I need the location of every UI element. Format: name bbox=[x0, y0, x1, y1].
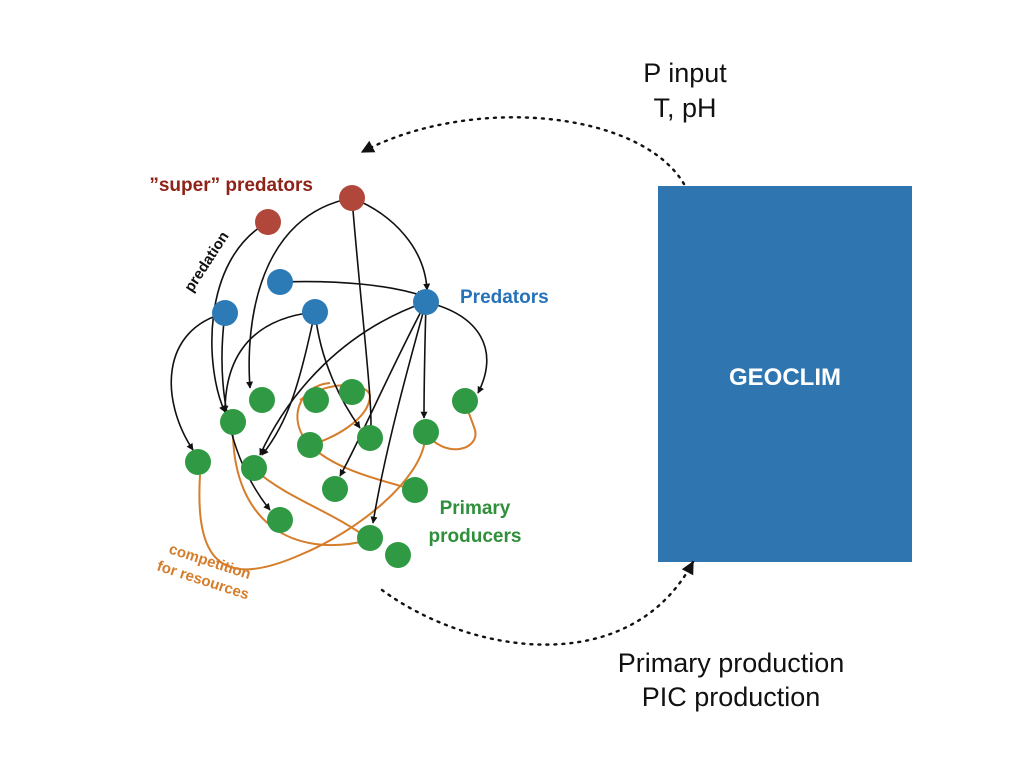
predator-node bbox=[413, 289, 439, 315]
predation-arrow bbox=[279, 280, 424, 298]
predation-arrow bbox=[314, 311, 361, 429]
predation-arrow bbox=[339, 301, 427, 477]
predator-node bbox=[267, 269, 293, 295]
output-label-line2: PIC production bbox=[642, 682, 821, 712]
input-label-line1: P input bbox=[643, 58, 727, 88]
producer-node bbox=[452, 388, 478, 414]
super-predator-node bbox=[339, 185, 365, 211]
predation-arrow bbox=[420, 301, 428, 419]
predation-arrow bbox=[246, 197, 353, 389]
competition-curve bbox=[198, 439, 426, 571]
producer-node bbox=[402, 477, 428, 503]
output-dotted-arrow bbox=[380, 560, 695, 646]
competition-curve bbox=[254, 469, 371, 541]
predation-arrow bbox=[425, 301, 488, 394]
producer-node bbox=[303, 387, 329, 413]
producer-node bbox=[413, 419, 439, 445]
predation-arrow bbox=[259, 301, 427, 456]
geoclim-box bbox=[658, 186, 912, 562]
producer-node bbox=[385, 542, 411, 568]
predator-node bbox=[302, 299, 328, 325]
output-label-line1: Primary production bbox=[618, 648, 845, 678]
predation-arrow bbox=[170, 312, 226, 451]
super-predators-label: ”super” predators bbox=[149, 175, 313, 196]
predation-arrow bbox=[351, 197, 376, 436]
producer-node bbox=[322, 476, 348, 502]
predation-arrow bbox=[351, 197, 431, 291]
producer-node bbox=[357, 425, 383, 451]
producer-node bbox=[267, 507, 293, 533]
producer-node bbox=[339, 379, 365, 405]
predation-arrow bbox=[221, 311, 316, 413]
predator-node bbox=[212, 300, 238, 326]
producer-node bbox=[249, 387, 275, 413]
primary-producers-label-line1: Primary bbox=[440, 498, 511, 519]
geoclim-label: GEOCLIM bbox=[729, 364, 841, 391]
producer-node bbox=[220, 409, 246, 435]
producer-node bbox=[185, 449, 211, 475]
primary-producers-label-line2: producers bbox=[429, 526, 522, 547]
input-dotted-arrow bbox=[360, 116, 686, 186]
producer-node bbox=[297, 432, 323, 458]
predation-label: predation bbox=[181, 229, 232, 296]
predation-arrow bbox=[261, 311, 316, 456]
predators-label: Predators bbox=[460, 287, 549, 308]
super-predator-node bbox=[255, 209, 281, 235]
producer-node bbox=[357, 525, 383, 551]
producer-node bbox=[241, 455, 267, 481]
input-label-line2: T, pH bbox=[653, 93, 716, 123]
predation-arrow bbox=[370, 301, 427, 524]
